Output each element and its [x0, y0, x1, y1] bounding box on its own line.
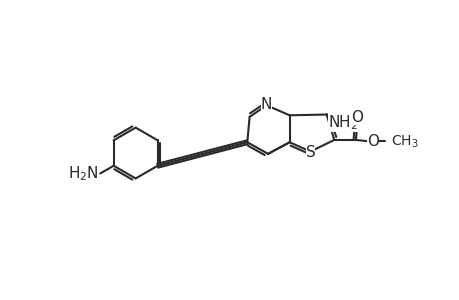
Text: NH$_2$: NH$_2$ — [328, 113, 358, 132]
Text: CH$_3$: CH$_3$ — [391, 133, 418, 150]
Text: S: S — [305, 145, 314, 160]
Text: O: O — [351, 110, 363, 125]
Text: H$_2$N: H$_2$N — [68, 164, 99, 183]
Text: O: O — [366, 134, 378, 149]
Text: N: N — [260, 97, 272, 112]
